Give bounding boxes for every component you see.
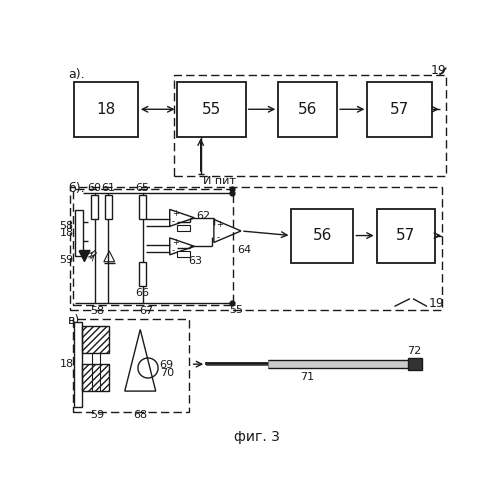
- Text: 69: 69: [159, 360, 173, 370]
- Bar: [407, 358, 421, 370]
- Text: 59: 59: [90, 410, 105, 420]
- Bar: [177, 82, 245, 137]
- Text: 68: 68: [133, 410, 147, 420]
- Text: фиг. 3: фиг. 3: [234, 430, 280, 444]
- Text: И пит: И пит: [202, 176, 235, 186]
- Text: а).: а).: [68, 68, 85, 80]
- Text: 64: 64: [236, 245, 250, 255]
- Text: 59: 59: [59, 255, 74, 265]
- Bar: [376, 208, 434, 262]
- Text: +: +: [172, 210, 178, 218]
- Bar: [75, 210, 83, 256]
- Bar: [91, 194, 98, 220]
- Text: 58: 58: [59, 220, 74, 230]
- Bar: [268, 360, 407, 368]
- Text: +: +: [216, 220, 222, 228]
- Text: 62: 62: [196, 211, 210, 221]
- Text: б).: б).: [68, 182, 85, 194]
- Text: 67: 67: [139, 306, 153, 316]
- Text: -: -: [172, 246, 175, 254]
- Bar: [367, 82, 431, 137]
- Text: 60: 60: [87, 183, 101, 193]
- Text: 19: 19: [430, 64, 445, 77]
- Text: 65: 65: [135, 183, 149, 193]
- Text: 70: 70: [159, 368, 173, 378]
- Bar: [173, 76, 445, 176]
- Text: 57: 57: [395, 228, 414, 243]
- Bar: [278, 82, 337, 137]
- Text: 56: 56: [298, 102, 317, 117]
- Text: 18: 18: [59, 359, 74, 369]
- Bar: [82, 364, 109, 391]
- Bar: [138, 194, 146, 220]
- Text: 63: 63: [188, 256, 202, 266]
- Text: 57: 57: [389, 102, 409, 117]
- Bar: [177, 225, 189, 231]
- Text: 58: 58: [90, 306, 105, 316]
- Bar: [73, 320, 189, 412]
- Bar: [73, 190, 233, 305]
- Text: 18: 18: [96, 102, 116, 117]
- Polygon shape: [79, 251, 90, 262]
- Text: 61: 61: [101, 183, 115, 193]
- Text: 56: 56: [312, 228, 331, 243]
- Text: 66: 66: [135, 288, 149, 298]
- Bar: [291, 208, 353, 262]
- Text: 55: 55: [201, 102, 221, 117]
- Bar: [104, 194, 112, 220]
- Bar: [74, 322, 82, 406]
- Bar: [82, 326, 109, 352]
- Bar: [70, 187, 441, 310]
- Bar: [74, 82, 138, 137]
- Text: 72: 72: [407, 346, 421, 356]
- Bar: [138, 262, 146, 286]
- Text: 18: 18: [59, 228, 74, 238]
- Bar: [177, 251, 189, 257]
- Text: 55: 55: [229, 305, 243, 316]
- Text: -: -: [172, 217, 175, 226]
- Text: в).: в).: [68, 314, 84, 327]
- Text: +: +: [172, 238, 178, 247]
- Text: -: -: [216, 234, 219, 242]
- Text: 71: 71: [299, 372, 313, 382]
- Text: 19: 19: [427, 297, 443, 310]
